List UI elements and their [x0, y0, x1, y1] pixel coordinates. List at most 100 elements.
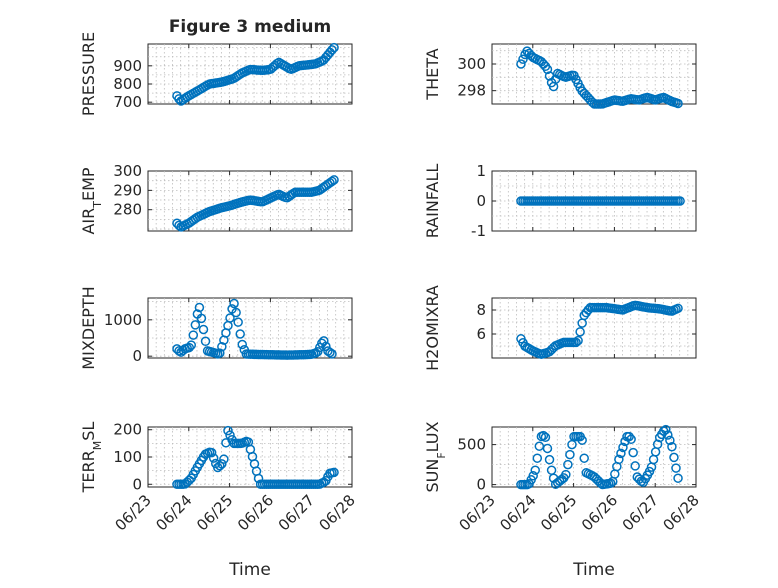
data-point [184, 342, 194, 353]
x-tick-label: 06/24 [152, 491, 195, 534]
y-tick-label: 0 [132, 475, 142, 493]
data-point [565, 449, 575, 460]
y-axis-label: MIXDEPTH [79, 286, 98, 369]
x-tick-label: 06/23 [112, 491, 155, 534]
data-point [325, 347, 335, 358]
data-point [231, 307, 241, 318]
axes-frame [147, 426, 353, 488]
data-point [186, 340, 196, 350]
data-point [223, 425, 233, 436]
y-tick-label: 100 [113, 448, 142, 466]
data-point [327, 176, 337, 187]
y-axis-label: RAINFALL [423, 164, 442, 239]
data-point [194, 302, 205, 313]
data-point [644, 466, 655, 477]
y-tick-label: 900 [113, 57, 142, 75]
y-tick-label: -1 [471, 222, 486, 240]
data-point [217, 459, 227, 469]
data-point [237, 339, 247, 350]
data-point [319, 336, 329, 346]
y-tick-label: 298 [457, 82, 486, 100]
data-point [544, 454, 555, 465]
subplot-2: 298 300 THETA [423, 43, 697, 109]
data-point [198, 324, 209, 335]
y-axis-label: SUNFLUX [423, 421, 448, 492]
data-point [532, 453, 543, 463]
data-point [538, 430, 549, 441]
data-point [215, 460, 225, 471]
data-point [630, 461, 640, 471]
y-axis-label: PRESSURE [79, 32, 98, 116]
data-point [579, 453, 589, 463]
data-point [190, 320, 201, 330]
data-point [661, 424, 671, 435]
data-point [671, 463, 681, 473]
data-point [616, 448, 626, 459]
data-point [235, 329, 245, 339]
x-tick-label: 06/23 [456, 491, 499, 534]
data-point [577, 435, 587, 445]
y-tick-label: 0 [132, 347, 142, 365]
data-point [673, 98, 683, 109]
data-point [518, 54, 528, 64]
data-point [327, 45, 337, 55]
y-tick-label: 200 [113, 421, 142, 439]
data-point [219, 454, 229, 464]
y-tick-label: 800 [113, 75, 142, 93]
data-point [225, 313, 235, 323]
data-point [174, 346, 184, 356]
y-tick-label: 0 [476, 476, 486, 494]
y-tick-label: 500 [457, 436, 486, 454]
y-axis-label: AIRTEMP [79, 167, 104, 234]
data-point [188, 330, 199, 340]
data-point [575, 327, 585, 337]
data-point [217, 341, 227, 352]
subplot-4: -1 0 1 RAINFALL [423, 162, 697, 240]
y-tick-label: 1000 [104, 311, 142, 329]
data-point [628, 447, 638, 458]
x-tick-label: 06/24 [496, 491, 539, 534]
data-point [329, 42, 339, 53]
y-tick-label: 0 [476, 192, 486, 210]
data-point [675, 196, 685, 206]
data-point [516, 59, 526, 69]
data-point [605, 478, 616, 489]
data-point [673, 303, 683, 314]
x-tick-label: 06/26 [578, 491, 621, 534]
y-tick-label: 300 [457, 55, 486, 73]
x-tick-label: 06/26 [234, 491, 277, 534]
data-point [561, 469, 571, 480]
data-point [196, 313, 207, 324]
subplot-6: 6 8 H2OMIXRA [423, 285, 697, 371]
data-point [329, 467, 339, 478]
y-tick-label: 700 [113, 93, 142, 111]
y-tick-label: 1 [476, 162, 486, 180]
subplot-5: 0 1000 MIXDEPTH [79, 286, 353, 370]
data-point [573, 335, 583, 346]
x-tick-label: 06/28 [316, 491, 359, 534]
y-tick-label: 8 [476, 301, 486, 319]
data-point [528, 471, 538, 481]
data-point [208, 453, 219, 463]
x-tick-label: 06/25 [193, 491, 236, 534]
data-point [542, 443, 553, 454]
data-point [229, 298, 239, 309]
data-point [624, 431, 634, 442]
data-point [652, 439, 663, 450]
y-axis-label: H2OMIXRA [423, 285, 442, 371]
data-point [673, 473, 683, 483]
data-point [329, 175, 339, 185]
y-tick-label: 290 [113, 181, 142, 199]
data-point [206, 447, 217, 458]
x-axis-label: Time [572, 560, 615, 580]
data-point [530, 465, 540, 475]
data-point [667, 441, 677, 452]
data-point [233, 317, 243, 327]
data-point [669, 452, 679, 463]
y-tick-label: 6 [476, 325, 486, 343]
